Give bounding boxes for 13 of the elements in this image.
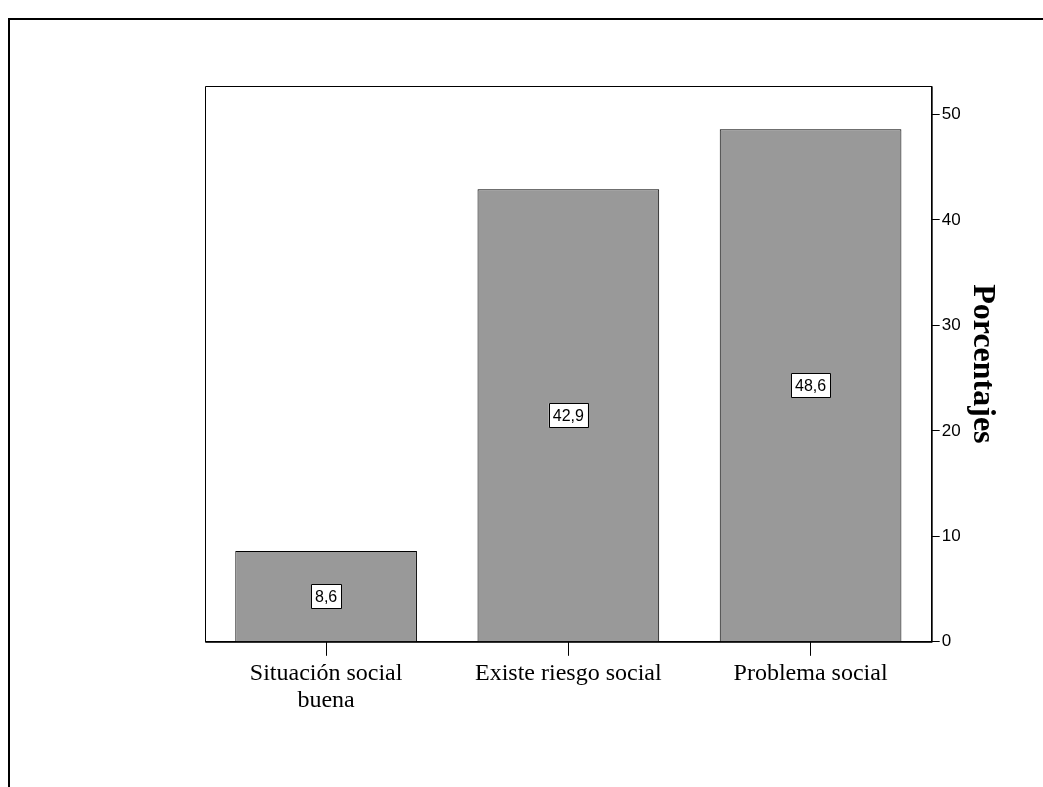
y-tick-label: 20 [941,420,961,440]
data-label: 8,6 [314,587,338,605]
y-tick-label: 40 [941,209,961,229]
data-label: 48,6 [795,376,827,394]
y-tick-label: 30 [941,315,961,335]
y-tick-label: 10 [941,526,961,546]
y-tick-label: 50 [941,104,961,124]
x-tick-label: Existe riesgo social [475,658,662,685]
x-tick-label: Problema social [733,658,888,685]
x-tick-label: Situación social buena [249,658,403,713]
y-axis-title: Porcentajes [966,284,1003,444]
y-tick-label: 0 [941,631,952,651]
data-label: 42,9 [552,406,585,424]
